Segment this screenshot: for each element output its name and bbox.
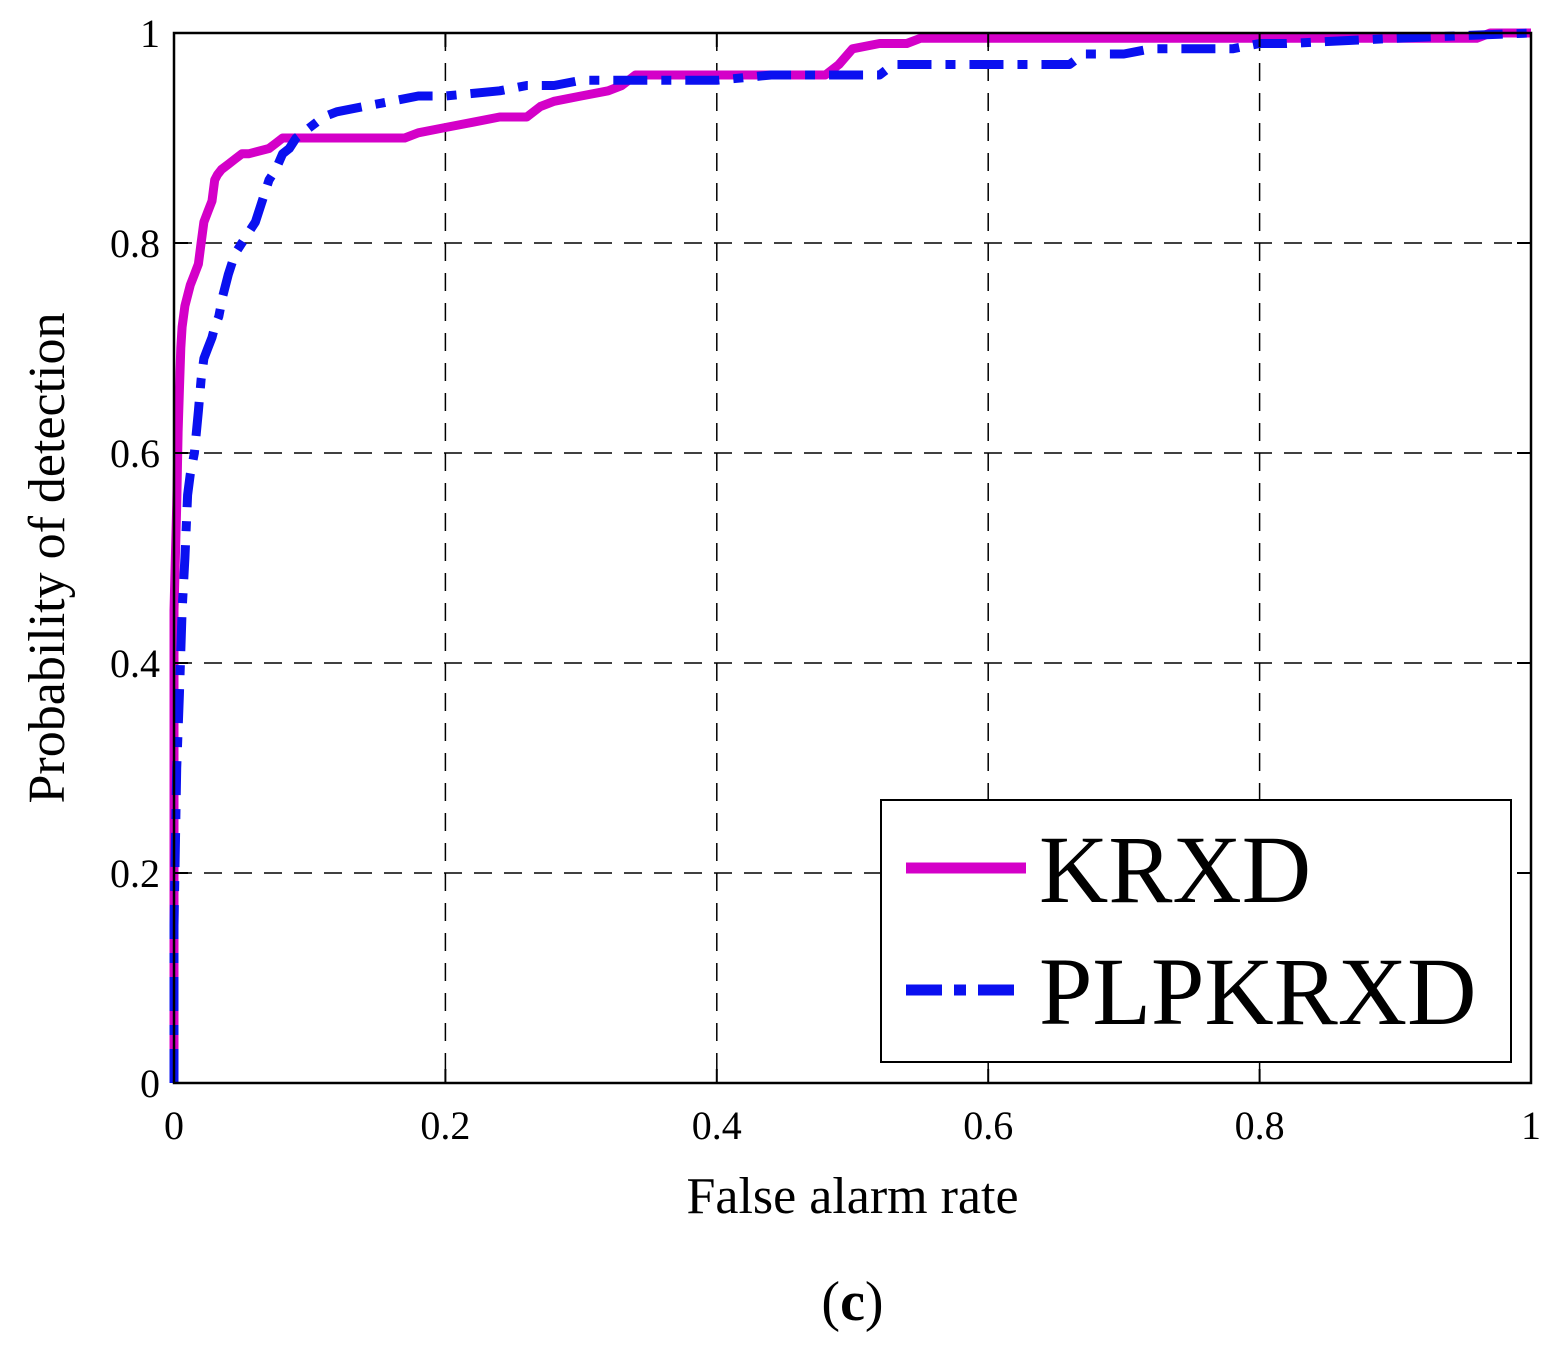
x-axis-label: False alarm rate	[686, 1168, 1018, 1225]
x-tick-label-0: 0	[164, 1103, 184, 1148]
y-tick-label-1: 0.2	[110, 851, 160, 896]
series-layer	[169, 28, 1532, 1083]
legend-label-krxd: KRXD	[1039, 816, 1311, 923]
y-tick-label-0: 0	[140, 1061, 160, 1106]
legend-box	[880, 799, 1512, 1063]
caption-letter: c	[840, 1271, 865, 1333]
series-line-plpkrxd	[169, 28, 1532, 1083]
y-tick-label-4: 0.8	[110, 221, 160, 266]
caption-open-paren: (	[821, 1271, 840, 1333]
y-tick-label-2: 0.4	[110, 641, 160, 686]
legend: KRXD PLPKRXD	[880, 799, 1512, 1063]
figure-caption: (c)	[821, 1271, 883, 1333]
x-tick-label-5: 1	[1521, 1103, 1541, 1148]
y-tick-label-3: 0.6	[110, 431, 160, 476]
x-tick-label-3: 0.6	[963, 1103, 1013, 1148]
axis-ticks: 0 0.2 0.4 0.6 0.8 1 0 0.2 0.4 0.6 0.8 1	[110, 11, 1541, 1148]
y-axis-label: Probability of detection	[19, 312, 76, 803]
x-tick-label-1: 0.2	[420, 1103, 470, 1148]
y-tick-label-5: 1	[140, 11, 160, 56]
legend-label-plpkrxd: PLPKRXD	[1039, 938, 1476, 1045]
plot-frame	[172, 31, 1533, 1085]
caption-close-paren: )	[865, 1271, 884, 1333]
x-tick-label-2: 0.4	[692, 1103, 742, 1148]
x-tick-label-4: 0.8	[1235, 1103, 1285, 1148]
